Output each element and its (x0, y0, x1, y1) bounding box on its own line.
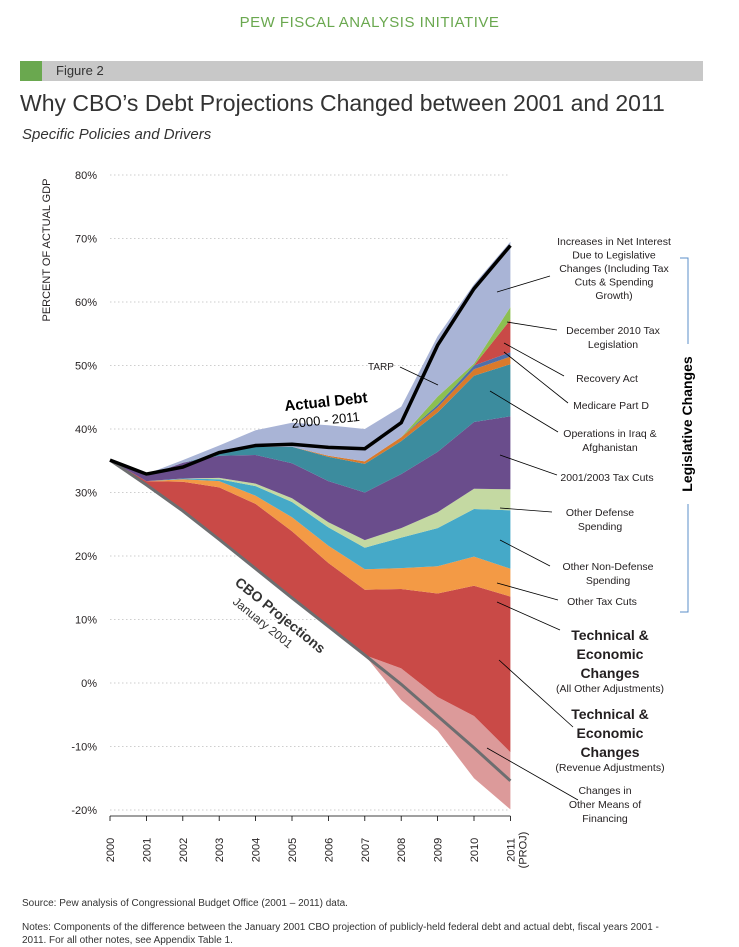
y-tick-label: 0% (81, 678, 97, 690)
label-technical-all-other: Technical & (571, 627, 649, 643)
x-tick-label: 2006 (323, 838, 335, 862)
label-other-defense: Spending (578, 521, 623, 533)
x-tick-label: 2001 (141, 838, 153, 862)
notes-line-2: 2011. For all other notes, see Appendix … (22, 935, 233, 946)
label-iraq-afghanistan: Afghanistan (582, 442, 638, 454)
x-tick-label: 2005 (287, 838, 299, 862)
actual-debt-sublabel: 2000 - 2011 (291, 409, 361, 431)
x-axis: 2000 2001 2002 2003 2004 2005 2006 2007 2008 2009… (105, 815, 529, 869)
cbo-projection-line (109, 458, 512, 782)
x-tick-label: 2011 (505, 838, 517, 862)
label-2001-2003-tax-cuts: 2001/2003 Tax Cuts (560, 472, 653, 484)
source-note: Source: Pew analysis of Congressional Bu… (22, 898, 348, 909)
label-december-2010-tax: December 2010 Tax (566, 325, 661, 337)
area-technical-economic-changes-all-other-adjustments (110, 460, 511, 753)
x-tick-label: 2007 (360, 838, 372, 862)
x-tick-label: 2000 (105, 838, 117, 862)
label-other-tax-cuts: Other Tax Cuts (567, 596, 637, 608)
leader-iraq-afghanistan (489, 390, 559, 433)
leader-net-interest (496, 275, 551, 293)
label-net-interest: Changes (Including Tax (559, 263, 669, 275)
leader-other-means-financing (486, 747, 579, 801)
label-technical-revenue: Economic (577, 725, 644, 741)
tarp-label: TARP (368, 362, 394, 373)
label-other-non-defense: Other Non-Defense (562, 561, 653, 573)
leader-other-defense (499, 507, 553, 513)
label-other-means-financing: Financing (582, 813, 628, 825)
y-tick-label: 40% (75, 424, 97, 436)
leader-december-2010-tax (506, 321, 558, 331)
label-technical-all-other: Changes (580, 665, 639, 681)
area-other-tax-cuts (110, 460, 511, 597)
label-technical-revenue: Changes (580, 744, 639, 760)
label-technical-all-other: Economic (577, 646, 644, 662)
tarp-leader (399, 366, 439, 386)
stacked-areas (110, 241, 511, 810)
y-tick-label: 30% (75, 488, 97, 500)
notes-line-1: Notes: Components of the difference betw… (22, 922, 659, 933)
figure-bar: Figure 2 (20, 61, 703, 81)
label-recovery-act: Recovery Act (576, 373, 638, 385)
y-tick-label: 10% (75, 615, 97, 627)
area-increases-in-net-interest-due-to-legislative-changes-including-tax-cuts-spending-growth (110, 241, 511, 476)
label-medicare-part-d: Medicare Part D (573, 400, 649, 412)
label-other-means-financing: Changes in (578, 785, 631, 797)
label-technical-revenue: Technical & (571, 706, 649, 722)
x-tick-label: 2009 (433, 838, 445, 862)
y-tick-label: 60% (75, 297, 97, 309)
label-net-interest: Growth) (595, 290, 632, 302)
figure-label: Figure 2 (56, 63, 104, 78)
leader-other-non-defense (499, 539, 551, 567)
page-header: PEW FISCAL ANALYSIS INITIATIVE (239, 14, 500, 31)
label-technical-all-other-sub: (All Other Adjustments) (556, 683, 664, 695)
label-other-means-financing: Other Means of (569, 799, 641, 811)
y-tick-label: 80% (75, 170, 97, 182)
leader-medicare-part-d (503, 351, 569, 404)
leader-2001-2003-tax-cuts (499, 454, 558, 476)
label-december-2010-tax: Legislation (588, 339, 638, 351)
chart-title: Why CBO’s Debt Projections Changed betwe… (20, 90, 665, 116)
leader-recovery-act (503, 342, 565, 377)
label-net-interest: Due to Legislative (572, 250, 656, 262)
area-other-non-defense-spending (110, 460, 511, 570)
x-tick-label: (PROJ) (517, 832, 529, 869)
x-tick-label: 2008 (396, 838, 408, 862)
y-tick-label: -10% (71, 742, 97, 754)
area-2001-2003-tax-cuts (110, 416, 511, 541)
leader-technical-all-other-2 (496, 601, 561, 631)
leader-other-tax-cuts (496, 582, 559, 601)
actual-debt-line (109, 244, 512, 476)
x-tick-label: 2002 (178, 838, 190, 862)
y-axis: -20% -10% 0% 10% 20% 30% 40% 50% 60% 70% 80% PERCEN… (41, 170, 97, 817)
area-other-defense-spending (110, 460, 511, 548)
figure-marker (20, 61, 42, 81)
y-axis-label: PERCENT OF ACTUAL GDP (41, 178, 53, 321)
chart-subtitle: Specific Policies and Drivers (22, 126, 212, 143)
y-tick-label: 50% (75, 361, 97, 373)
legislative-changes-label: Legislative Changes (679, 356, 695, 492)
leader-technical-all-other (498, 659, 574, 728)
label-other-defense: Other Defense (566, 507, 634, 519)
series-lines (109, 244, 512, 782)
x-tick-label: 2003 (214, 838, 226, 862)
label-iraq-afghanistan: Operations in Iraq & (563, 428, 656, 440)
label-net-interest: Cuts & Spending (575, 277, 654, 289)
y-tick-label: 70% (75, 234, 97, 246)
label-net-interest: Increases in Net Interest (557, 236, 671, 248)
legislative-bracket-gap (680, 344, 700, 504)
x-tick-label: 2004 (251, 838, 263, 862)
y-tick-label: 20% (75, 551, 97, 563)
area-operations-in-iraq-afghanistan (110, 364, 511, 493)
x-tick-label: 2010 (469, 838, 481, 862)
label-other-non-defense: Spending (586, 575, 631, 587)
area-medicare-part-d (110, 356, 511, 476)
label-technical-revenue-sub: (Revenue Adjustments) (555, 762, 664, 774)
y-tick-label: -20% (71, 805, 97, 817)
